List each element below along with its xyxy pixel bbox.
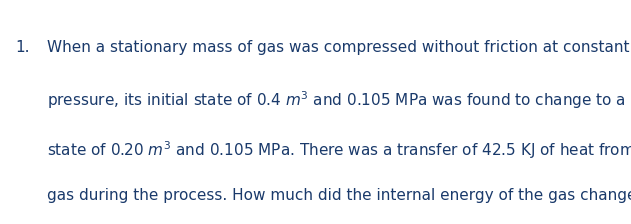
Text: gas during the process. How much did the internal energy of the gas change?: gas during the process. How much did the… xyxy=(47,188,631,203)
Text: state of 0.20 $m^3$ and 0.105 MPa. There was a transfer of 42.5 KJ of heat from : state of 0.20 $m^3$ and 0.105 MPa. There… xyxy=(47,139,631,161)
Text: pressure, its initial state of 0.4 $m^3$ and 0.105 MPa was found to change to a : pressure, its initial state of 0.4 $m^3$… xyxy=(47,90,631,111)
Text: 1.: 1. xyxy=(16,40,30,55)
Text: When a stationary mass of gas was compressed without friction at constant: When a stationary mass of gas was compre… xyxy=(47,40,630,55)
